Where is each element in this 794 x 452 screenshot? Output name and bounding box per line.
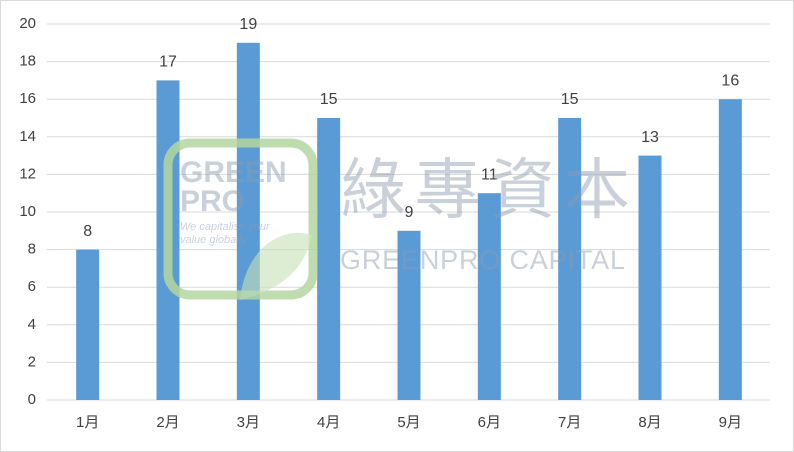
x-tick-label: 9月 (719, 414, 742, 431)
data-label: 19 (239, 16, 257, 33)
logo-leaf (240, 232, 312, 300)
y-tick-label: 14 (19, 128, 36, 145)
y-tick-label: 12 (19, 165, 36, 182)
x-tick-label: 3月 (237, 414, 260, 431)
y-tick-label: 20 (19, 15, 36, 32)
watermark-en: GREENPRO CAPITAL (340, 245, 625, 275)
data-label: 8 (83, 223, 92, 240)
bar (76, 249, 100, 400)
x-tick-label: 8月 (638, 414, 661, 431)
logo-text: GREEN (180, 156, 287, 189)
y-tick-label: 0 (28, 391, 36, 408)
y-tick-label: 18 (19, 53, 36, 70)
y-tick-label: 4 (28, 316, 36, 333)
y-tick-label: 8 (28, 241, 36, 258)
y-tick-label: 2 (28, 353, 36, 370)
bar (718, 99, 742, 400)
data-label: 17 (159, 54, 177, 71)
x-tick-label: 5月 (397, 414, 420, 431)
data-label: 15 (320, 91, 338, 108)
bar (317, 118, 341, 400)
y-tick-label: 16 (19, 90, 36, 107)
x-tick-label: 2月 (156, 414, 179, 431)
logo-text: PRO (180, 185, 245, 218)
y-tick-label: 10 (19, 203, 36, 220)
data-label: 15 (561, 91, 579, 108)
logo-tagline: We capitalise your (180, 221, 271, 233)
data-label: 13 (641, 129, 659, 146)
x-tick-label: 1月 (76, 414, 99, 431)
logo-tagline: value globally (180, 234, 248, 246)
y-tick-label: 6 (28, 278, 36, 295)
data-label: 9 (405, 204, 414, 221)
bar (558, 118, 582, 400)
data-label: 11 (481, 166, 498, 183)
data-label: 16 (721, 72, 739, 89)
bar (397, 230, 421, 400)
bar (236, 42, 260, 401)
bar (638, 155, 662, 400)
bar (477, 193, 501, 400)
x-tick-label: 7月 (558, 414, 581, 431)
x-tick-label: 6月 (478, 414, 501, 431)
x-tick-label: 4月 (317, 414, 340, 431)
logo-frame (163, 138, 318, 300)
